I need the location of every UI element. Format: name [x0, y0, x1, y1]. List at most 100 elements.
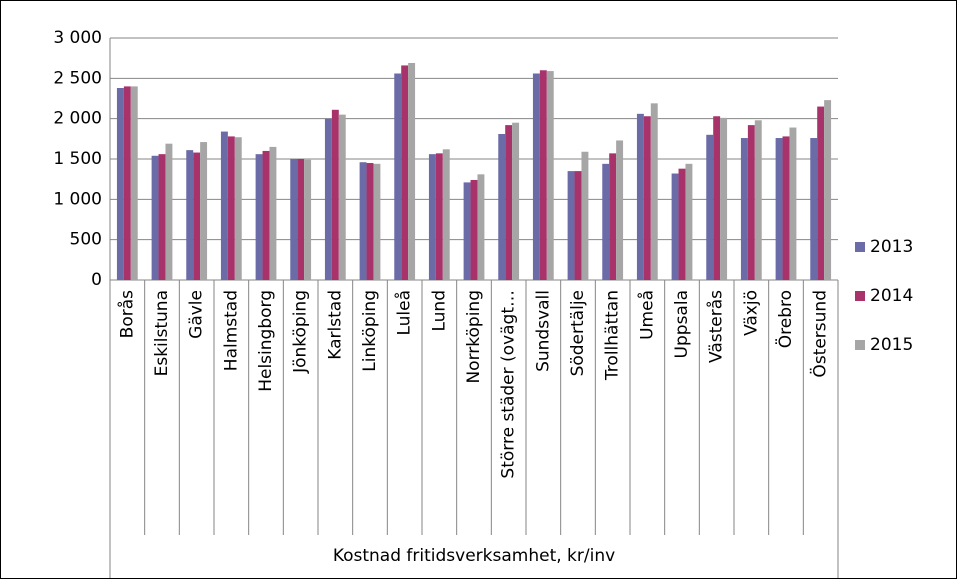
- x-tick-label: Jönköping: [291, 290, 311, 374]
- bar: [470, 179, 478, 280]
- x-tick-label: Karlstad: [325, 290, 345, 360]
- x-tick-label: Större städer (ovägt…: [499, 290, 519, 479]
- legend-swatch: [855, 340, 865, 350]
- x-tick-label: Gävle: [187, 290, 207, 339]
- bar: [151, 155, 159, 280]
- x-tick-label: Östersund: [809, 290, 831, 378]
- bar: [463, 182, 471, 280]
- bar: [324, 118, 332, 281]
- x-tick-label: Norrköping: [464, 290, 484, 384]
- x-tick-label: Uppsala: [672, 290, 692, 358]
- bar: [331, 109, 339, 280]
- x-tick-label: Umeå: [636, 290, 657, 340]
- bar: [532, 73, 540, 280]
- bar: [123, 86, 131, 281]
- bar: [706, 134, 714, 280]
- y-tick-label: 2 000: [53, 109, 102, 129]
- x-tick-label: Trollhättan: [603, 290, 623, 381]
- bar: [290, 159, 298, 280]
- bar: [435, 153, 443, 280]
- bar: [581, 151, 589, 280]
- bar: [740, 138, 748, 280]
- y-tick-label: 2 500: [53, 68, 102, 88]
- x-tick-label: Helsingborg: [256, 290, 276, 392]
- bar: [602, 163, 610, 280]
- bar: [713, 116, 721, 280]
- bar: [817, 106, 825, 280]
- bar: [678, 168, 686, 280]
- bar: [394, 73, 402, 280]
- x-tick-label: Borås: [116, 290, 137, 338]
- y-tick-label: 1 500: [53, 149, 102, 169]
- bar: [401, 65, 409, 280]
- x-tick-label: Halmstad: [221, 290, 241, 371]
- bar: [186, 150, 194, 280]
- x-axis-label: Kostnad fritidsverksamhet, kr/inv: [333, 546, 615, 566]
- bar: [824, 100, 832, 280]
- bar: [158, 154, 166, 280]
- bar: [200, 142, 208, 280]
- bar: [193, 152, 201, 280]
- x-tick-label: Västerås: [706, 290, 727, 363]
- bar: [269, 146, 277, 280]
- bar: [546, 71, 554, 280]
- bar: [220, 131, 228, 280]
- bar: [442, 149, 450, 280]
- bar: [477, 174, 485, 280]
- bar: [539, 70, 547, 281]
- bar: [227, 136, 235, 280]
- x-tick-label: Luleå: [394, 290, 415, 336]
- bar: [616, 140, 624, 280]
- bar: [130, 86, 138, 281]
- bar: [789, 127, 797, 280]
- x-tick-label: Södertälje: [568, 290, 588, 376]
- y-tick-label: 0: [91, 270, 102, 290]
- y-tick-label: 3 000: [53, 28, 102, 48]
- legend-label: 2013: [870, 237, 913, 257]
- bar: [643, 116, 651, 280]
- legend-swatch: [855, 242, 865, 252]
- bar: [428, 154, 436, 280]
- bar: [304, 159, 312, 280]
- legend-label: 2014: [870, 286, 913, 306]
- bar: [685, 163, 693, 280]
- x-tick-label: Linköping: [360, 290, 380, 372]
- bar: [338, 114, 346, 280]
- bar: [498, 133, 506, 280]
- bar: [636, 113, 644, 281]
- bar: [574, 171, 582, 280]
- bar: [359, 162, 367, 280]
- bar: [165, 143, 173, 280]
- x-tick-label: Sundsvall: [533, 290, 553, 372]
- legend-swatch: [855, 291, 865, 301]
- bar: [373, 163, 381, 280]
- bar: [747, 125, 755, 281]
- x-tick-label: Eskilstuna: [152, 290, 172, 376]
- x-tick-label: Växjö: [741, 290, 761, 336]
- bar: [650, 103, 658, 280]
- bar: [297, 159, 305, 280]
- bar: [567, 171, 575, 280]
- legend-label: 2015: [870, 335, 913, 355]
- bar: [234, 137, 242, 280]
- bar: [810, 138, 818, 280]
- bar: [408, 63, 416, 280]
- bar: [754, 120, 762, 280]
- y-tick-label: 1 000: [53, 189, 102, 209]
- x-tick-label: Örebro: [774, 290, 796, 348]
- bar: [116, 88, 124, 280]
- bar: [775, 138, 783, 280]
- bar: [671, 173, 679, 280]
- bar: [505, 125, 513, 281]
- bar: [366, 163, 374, 280]
- bar: [262, 150, 270, 280]
- bar: [782, 136, 790, 280]
- bar: [512, 122, 520, 280]
- bar: [609, 153, 617, 280]
- bar: [255, 154, 263, 280]
- x-tick-label: Lund: [429, 290, 449, 332]
- bar: [720, 117, 728, 280]
- y-tick-label: 500: [70, 230, 102, 250]
